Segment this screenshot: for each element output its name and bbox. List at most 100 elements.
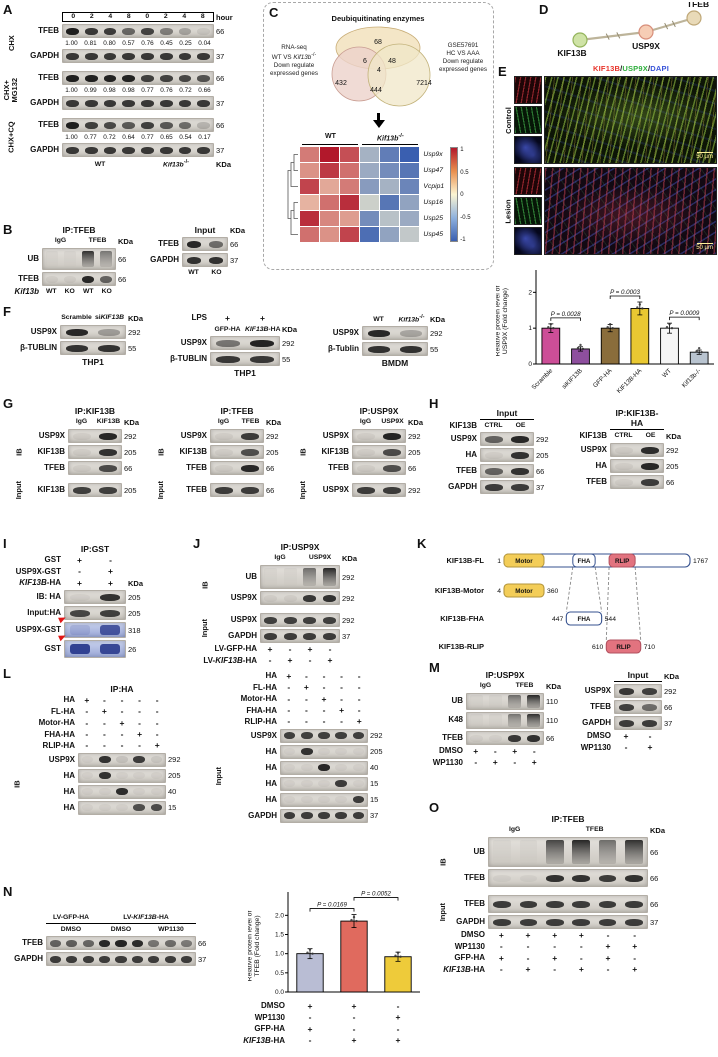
row-label: β-Tublin xyxy=(328,344,359,354)
svg-text:360: 360 xyxy=(547,588,559,595)
blot-image xyxy=(46,936,196,951)
blot-row: USP9X 292 xyxy=(26,752,186,767)
band xyxy=(485,483,503,491)
panel-M-letter: M xyxy=(429,660,440,675)
condition-value: + xyxy=(321,693,327,704)
blot-image xyxy=(362,326,428,341)
band xyxy=(400,329,422,337)
row-label: TFEB xyxy=(38,25,59,35)
condition-label: Control xyxy=(504,106,514,134)
condition-value: - xyxy=(340,693,343,704)
band xyxy=(318,812,330,820)
panel-F-letter: F xyxy=(3,304,11,319)
lane-group-label: GFP-HA xyxy=(214,325,241,333)
marker-label: 37 xyxy=(216,98,225,108)
data-point xyxy=(606,325,609,329)
marker-label: 15 xyxy=(370,795,379,805)
lane-group-label: LV-KIF13B-HA xyxy=(96,914,196,925)
kda-label: KDa xyxy=(282,325,298,335)
side-label: Input xyxy=(14,480,24,500)
condition-value: - xyxy=(102,740,106,751)
blot-row: GST + - xyxy=(8,555,146,565)
side-label: Input xyxy=(200,618,210,638)
node-label-TFEB: TFEB xyxy=(687,2,709,9)
condition-value: - xyxy=(357,671,361,681)
blot-row: GFP-HA + - - xyxy=(248,1024,440,1034)
blot-row: TFEB 66 xyxy=(170,461,284,475)
panel-E-letter: E xyxy=(498,64,507,79)
svg-text:1.0: 1.0 xyxy=(275,951,284,958)
panel-N-letter: N xyxy=(3,884,13,899)
band xyxy=(116,756,128,764)
band xyxy=(66,27,79,35)
heatmap-cell xyxy=(320,211,340,226)
data-point xyxy=(308,948,312,951)
condition-values: - + - + xyxy=(260,655,340,665)
heatmap-cell xyxy=(380,195,400,210)
band xyxy=(197,52,210,60)
band xyxy=(133,804,145,812)
panel-H-letter: H xyxy=(429,396,439,411)
blot-image xyxy=(466,731,544,745)
band xyxy=(116,804,128,812)
condition-value: - xyxy=(357,705,361,716)
panel-O: O IP:TFEB IgG TFEB KDa UB 66 TFEB 66 TFEB 66 GAPDH… xyxy=(428,800,718,1056)
band xyxy=(99,486,117,494)
condition-value: - xyxy=(352,1012,356,1023)
band xyxy=(115,939,127,947)
marker-label: 66 xyxy=(408,463,417,473)
colorbar-tick: 1 xyxy=(460,147,464,153)
thumbnail-b xyxy=(514,136,542,164)
band xyxy=(99,609,121,617)
band xyxy=(98,939,111,947)
band xyxy=(519,900,538,908)
band xyxy=(335,812,347,820)
row-label: USP9X xyxy=(230,592,257,602)
svg-text:4: 4 xyxy=(497,588,501,595)
band xyxy=(485,435,503,443)
band xyxy=(519,840,538,864)
marker-label: 66 xyxy=(266,485,275,495)
blot-row: LV-GFP-HA + - + - xyxy=(214,644,360,654)
band xyxy=(485,451,503,459)
condition-value: + xyxy=(395,1035,401,1046)
row-label: GAPDH xyxy=(150,254,179,264)
condition-value: - xyxy=(357,693,361,704)
condition-value: - xyxy=(553,964,557,975)
data-point xyxy=(608,322,612,326)
blot-row: β-Tublin 55 xyxy=(318,342,448,357)
blot-row: WP1130 - - - - + + xyxy=(452,941,668,951)
lane-group-label: IgG xyxy=(359,418,372,426)
row-label: HA xyxy=(265,794,277,804)
heatmap-cell xyxy=(300,179,320,194)
band xyxy=(73,464,91,472)
condition-value: - xyxy=(138,740,141,751)
band xyxy=(69,609,91,617)
domain-label: FHA xyxy=(578,616,591,623)
lane-group-label: IgG xyxy=(274,554,286,562)
band xyxy=(73,432,91,440)
band xyxy=(283,812,296,820)
merged-image-control: 50 µm xyxy=(544,76,717,164)
row-label: KIF13B xyxy=(321,446,349,456)
marker-label: 66 xyxy=(536,466,545,476)
blot-title: IP:GST xyxy=(80,544,110,554)
y-axis-label: Relative protein level ofTFEB (Fold chan… xyxy=(248,911,261,982)
condition-values: - - - - + xyxy=(78,740,166,751)
band xyxy=(103,27,117,35)
microscopy-images: KIF13B/USP9X/DAPI Control 50 µm Lesion 50 µm xyxy=(503,64,717,255)
bar xyxy=(541,327,561,365)
band xyxy=(159,27,173,35)
panel-L-letter: L xyxy=(3,666,11,681)
condition-value: - xyxy=(322,705,326,716)
panel-C-letter: C xyxy=(269,5,279,20)
svg-text:710: 710 xyxy=(644,644,656,651)
heatmap-cell xyxy=(320,227,340,242)
svg-text:2.0: 2.0 xyxy=(275,912,284,919)
domain-label: RLIP xyxy=(615,558,629,565)
panel-J-letter: J xyxy=(193,536,201,551)
edge xyxy=(579,30,647,42)
blot-row: GAPDH 37 xyxy=(576,716,682,730)
band xyxy=(641,462,659,470)
row-label: WP1130 xyxy=(454,941,485,951)
